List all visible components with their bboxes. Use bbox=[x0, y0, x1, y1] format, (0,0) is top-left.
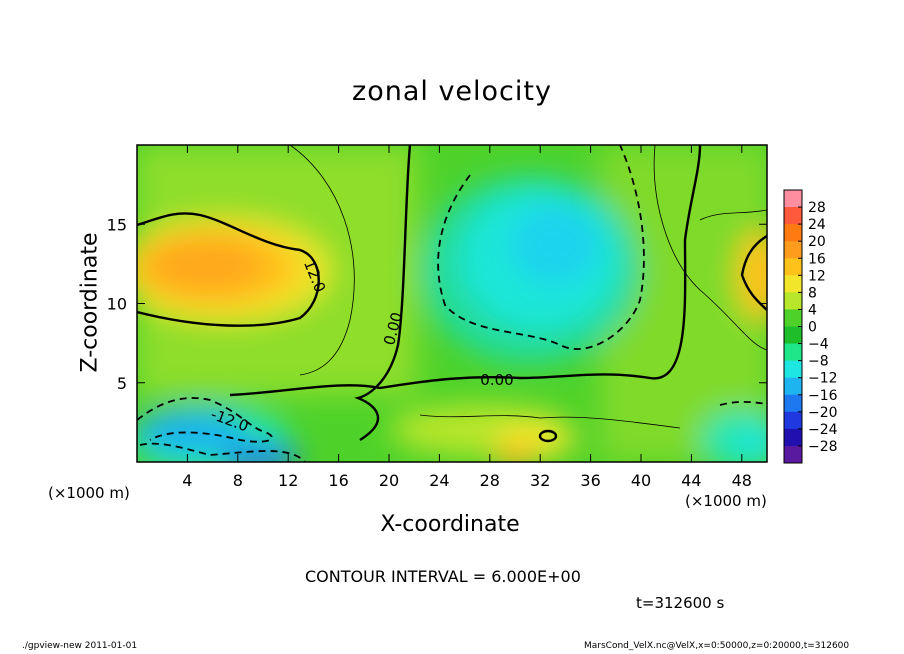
colorbar-label: −28 bbox=[808, 439, 838, 455]
x-tick-label: 32 bbox=[530, 471, 550, 490]
x-tick-label: 40 bbox=[631, 471, 651, 490]
colorbar-label: 0 bbox=[808, 320, 817, 336]
y-axis-label: Z-coordinate bbox=[77, 232, 103, 373]
chart-title: zonal velocity bbox=[352, 76, 552, 107]
colorbar-swatch bbox=[784, 241, 802, 259]
x-tick-label: 8 bbox=[233, 471, 243, 490]
x-ticks: 4 8 12 16 20 24 28 32 36 40 44 48 bbox=[182, 145, 752, 490]
x-tick-label: 12 bbox=[278, 471, 298, 490]
x-tick-label: 16 bbox=[328, 471, 348, 490]
colorbar-label: −8 bbox=[808, 354, 829, 370]
colorbar-label: −16 bbox=[808, 388, 838, 404]
colorbar-label: 4 bbox=[808, 302, 817, 318]
colorbar-swatch bbox=[784, 275, 802, 293]
colorbar-swatch bbox=[784, 292, 802, 310]
x-tick-label: 44 bbox=[681, 471, 701, 490]
contour-interval: CONTOUR INTERVAL = 6.000E+00 bbox=[305, 567, 581, 586]
x-units: (×1000 m) bbox=[685, 492, 767, 510]
x-tick-label: 36 bbox=[580, 471, 600, 490]
x-axis-label: X-coordinate bbox=[380, 512, 520, 537]
x-tick-label: 4 bbox=[182, 471, 192, 490]
colorbar-label: 8 bbox=[808, 285, 817, 301]
colorbar-label: 28 bbox=[808, 200, 826, 216]
colorbar-swatch bbox=[784, 377, 802, 396]
y-units: (×1000 m) bbox=[48, 484, 130, 502]
colorbar-swatch bbox=[784, 190, 802, 208]
colorbar-label: −4 bbox=[808, 337, 829, 353]
x-tick-label: 24 bbox=[429, 471, 449, 490]
footer-left: ./gpview-new 2011-01-01 bbox=[22, 641, 138, 651]
contour-label: 0.00 bbox=[480, 371, 513, 389]
negative-contours bbox=[137, 145, 767, 462]
colorbar-label: −12 bbox=[808, 371, 838, 387]
x-tick-label: 48 bbox=[732, 471, 752, 490]
footer-right: MarsCond_VelX.nc@VelX,x=0:50000,z=0:2000… bbox=[584, 641, 850, 651]
colorbar-label: −24 bbox=[808, 422, 838, 438]
colorbar-label: 12 bbox=[808, 268, 826, 284]
minor-contours bbox=[289, 145, 767, 429]
colorbar-swatch bbox=[784, 343, 802, 362]
colorbar-swatch bbox=[784, 326, 802, 345]
colorbar-swatch bbox=[784, 309, 802, 327]
colorbar-swatch bbox=[784, 224, 802, 242]
colorbar-swatch bbox=[784, 428, 802, 447]
colorbar-swatch bbox=[784, 258, 802, 276]
velocity-field bbox=[137, 145, 767, 462]
x-tick-label: 20 bbox=[379, 471, 399, 490]
colorbar-swatch bbox=[784, 394, 802, 413]
y-ticks: 5 10 15 bbox=[107, 215, 767, 393]
colorbar-label: 24 bbox=[808, 217, 826, 233]
y-tick-label: 5 bbox=[117, 374, 127, 393]
colorbar-swatch bbox=[784, 411, 802, 430]
colorbar-swatch bbox=[784, 207, 802, 225]
x-tick-label: 28 bbox=[480, 471, 500, 490]
colorbar-label: −20 bbox=[808, 405, 838, 421]
colorbar-swatch bbox=[784, 360, 802, 379]
time-label: t=312600 s bbox=[636, 594, 725, 612]
colorbar-swatch bbox=[784, 445, 802, 464]
colorbar-label: 20 bbox=[808, 234, 826, 250]
y-tick-label: 15 bbox=[107, 215, 127, 234]
y-tick-label: 10 bbox=[107, 295, 127, 314]
colorbar-label: 16 bbox=[808, 251, 826, 267]
contour-lines bbox=[137, 145, 767, 443]
